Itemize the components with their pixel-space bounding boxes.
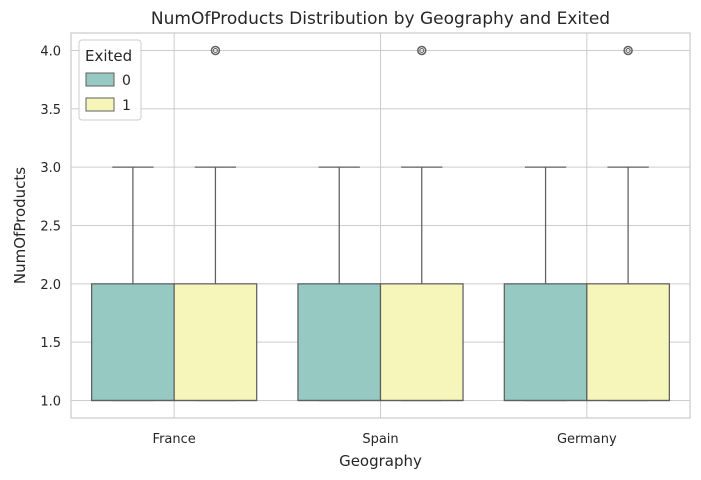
box-spain-exited-0: [297, 166, 382, 402]
tick-labels: 1.0 1.5 2.0 2.5 3.0 3.5 4.0 France Spain Germany: [40, 45, 617, 448]
x-tick-label: Spain: [362, 432, 398, 447]
outlier-point: [417, 45, 427, 56]
legend-swatch-0: [85, 72, 115, 87]
box-body: [297, 283, 382, 402]
x-axis-label: Geography: [339, 452, 422, 470]
outlier-point: [210, 45, 221, 56]
y-tick-label: 2.0: [40, 278, 61, 293]
plot-frame: [70, 32, 691, 419]
y-tick-label: 3.0: [40, 161, 61, 176]
x-tick-label: Germany: [557, 432, 617, 447]
y-tick-label: 1.5: [40, 336, 61, 351]
boxes: [91, 45, 670, 402]
chart-title: NumOfProducts Distribution by Geography …: [151, 9, 610, 29]
box-body: [91, 283, 175, 402]
outlier-point-inner: [212, 48, 218, 53]
legend-title: Exited: [85, 47, 132, 65]
box-france-exited-1: [173, 45, 258, 402]
y-tick-label: 4.0: [40, 45, 61, 60]
outlier-point-inner: [419, 48, 425, 53]
box-france-exited-0: [91, 166, 175, 402]
box-germany-exited-1: [586, 45, 670, 402]
box-body: [503, 283, 588, 402]
y-tick-label: 2.5: [40, 220, 61, 235]
box-body: [173, 283, 258, 402]
box-germany-exited-0: [503, 166, 588, 402]
y-tick-label: 1.0: [40, 395, 61, 410]
legend-entry-label: 0: [122, 73, 131, 89]
legend-entry-label: 1: [122, 98, 131, 114]
legend: Exited 0 1: [78, 39, 142, 121]
outlier-point-inner: [625, 48, 631, 53]
box-body: [379, 283, 464, 402]
x-tick-label: France: [153, 432, 196, 447]
y-axis-label: NumOfProducts: [11, 167, 29, 284]
outlier-point: [623, 45, 633, 56]
legend-swatch-1: [85, 97, 115, 112]
box-body: [586, 283, 670, 402]
box-spain-exited-1: [379, 45, 464, 402]
y-tick-label: 3.5: [40, 103, 61, 118]
